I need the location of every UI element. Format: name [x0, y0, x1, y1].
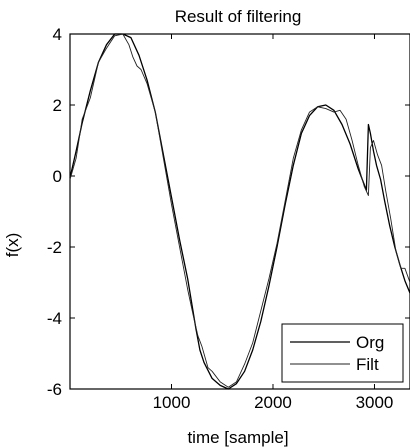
x-tick-label: 3000 — [356, 393, 394, 412]
ticks: 1000 2000 3000 -6 -4 -2 0 2 4 — [47, 25, 410, 412]
legend-label-filt: Filt — [356, 355, 379, 374]
y-tick-label: 4 — [53, 25, 62, 44]
y-axis-label: f(x) — [3, 233, 22, 258]
x-axis-label: time [sample] — [187, 428, 288, 447]
legend: Org Filt — [281, 323, 404, 383]
y-tick-label: 0 — [53, 167, 62, 186]
y-tick-label: -2 — [47, 238, 62, 257]
legend-label-org: Org — [356, 333, 384, 352]
series-line-filt — [69, 33, 410, 388]
y-tick-label: -4 — [47, 309, 62, 328]
x-tick-label: 2000 — [254, 393, 292, 412]
y-tick-label: 2 — [53, 96, 62, 115]
series-layer — [69, 33, 410, 390]
series-line-org — [69, 33, 410, 390]
chart-title: Result of filtering — [175, 7, 302, 26]
y-tick-label: -6 — [47, 380, 62, 399]
legend-box — [281, 323, 404, 383]
x-tick-label: 1000 — [153, 393, 191, 412]
